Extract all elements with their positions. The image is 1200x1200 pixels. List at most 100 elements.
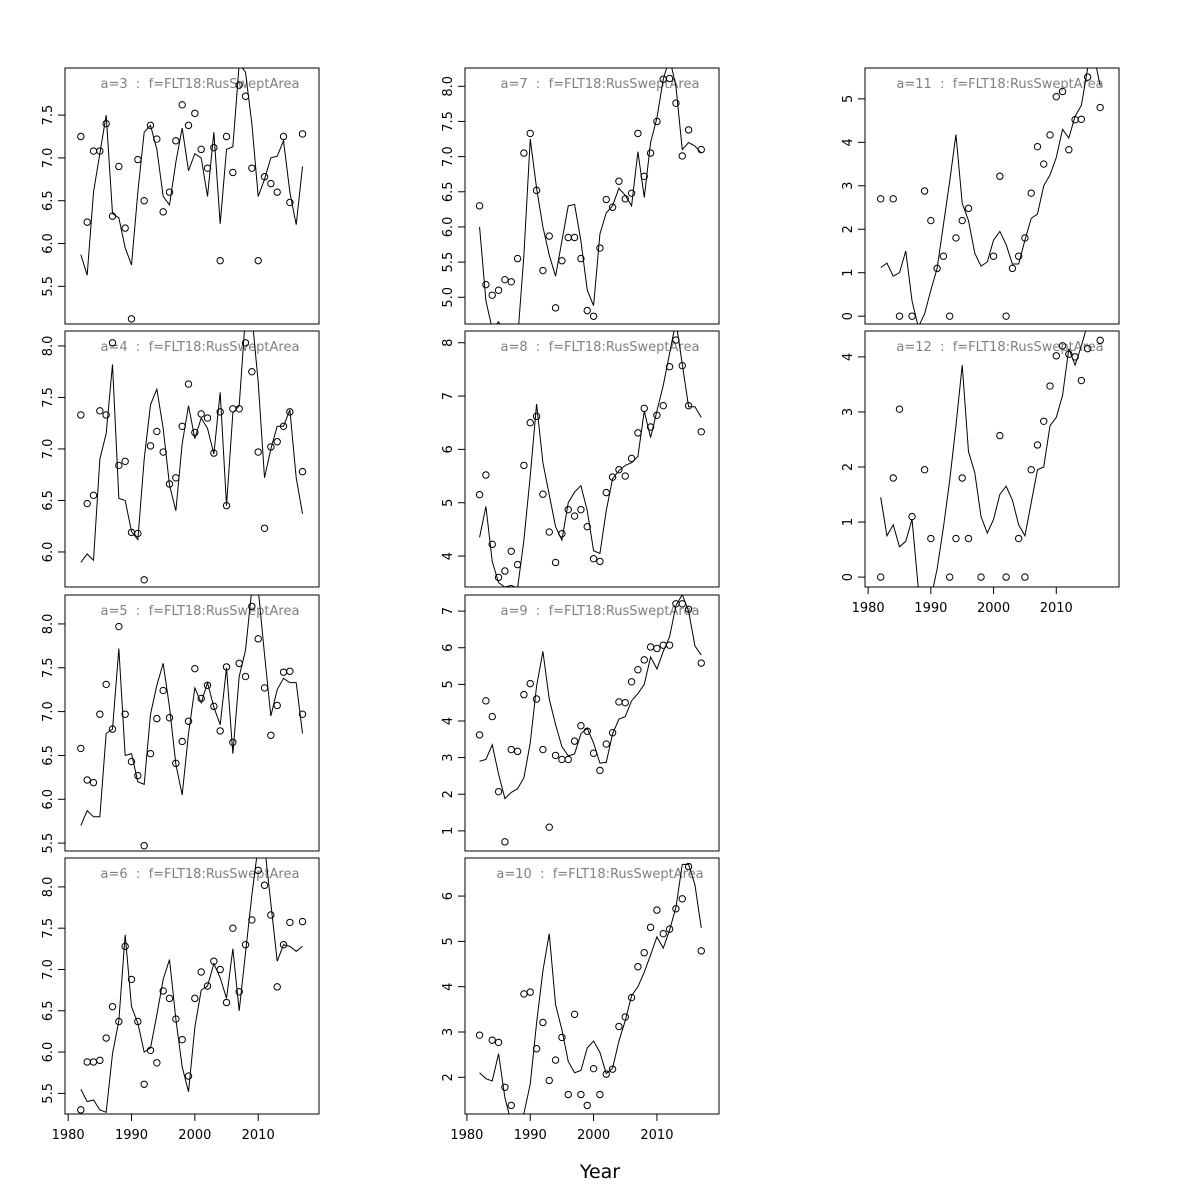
point — [501, 567, 509, 575]
point — [665, 74, 674, 83]
point — [615, 177, 623, 185]
y-tick-label: 6.5 — [441, 181, 456, 202]
point — [920, 466, 929, 474]
point — [216, 256, 224, 265]
point — [146, 121, 155, 130]
point — [286, 198, 294, 207]
point — [545, 528, 553, 536]
line — [80, 595, 304, 826]
y-tick-label: 5.5 — [41, 1083, 56, 1104]
point — [558, 755, 566, 764]
y-tick-label: 5 — [841, 95, 856, 103]
point — [876, 195, 885, 203]
point — [146, 749, 155, 758]
x-tick-label: 1980 — [450, 1128, 483, 1143]
x-tick-label: 2000 — [577, 1128, 610, 1143]
point — [697, 428, 705, 436]
point — [564, 233, 572, 242]
point — [1027, 189, 1035, 197]
point — [77, 1106, 85, 1114]
point — [640, 404, 648, 413]
x-tick-label: 2000 — [178, 1128, 211, 1143]
point — [488, 712, 496, 721]
point — [286, 918, 294, 927]
plot-area — [876, 331, 1104, 587]
point — [494, 573, 503, 582]
point — [646, 423, 655, 431]
point — [908, 512, 916, 521]
point — [621, 472, 629, 480]
point — [254, 635, 262, 643]
point — [254, 256, 262, 265]
point — [602, 1070, 610, 1078]
point — [482, 697, 490, 705]
point — [115, 162, 123, 171]
point — [1083, 73, 1092, 81]
point — [475, 731, 484, 739]
point — [684, 126, 693, 134]
point — [526, 679, 534, 688]
point — [697, 145, 705, 154]
x-tick-label: 1990 — [514, 1128, 547, 1143]
y-tick-label: 5.5 — [41, 833, 56, 854]
x-tick-label: 1990 — [914, 601, 947, 616]
y-tick-label: 2 — [441, 790, 456, 798]
point — [977, 573, 985, 581]
point — [583, 1101, 591, 1110]
point — [684, 862, 693, 871]
point — [697, 659, 705, 667]
point — [1008, 264, 1017, 273]
x-tick-label: 1980 — [852, 601, 885, 616]
line — [880, 331, 1087, 587]
panel: a=4 : f=FLT18:RusSweptArea 6.0 6.5 7.0 7.5 8.… — [41, 330, 320, 588]
point — [494, 787, 503, 796]
point — [596, 1090, 604, 1099]
point — [1096, 336, 1104, 345]
point — [140, 576, 148, 584]
point — [602, 740, 610, 748]
point — [494, 1038, 503, 1047]
point — [501, 1083, 509, 1091]
point — [526, 419, 534, 427]
point — [507, 745, 515, 754]
point — [945, 312, 954, 320]
line — [479, 68, 702, 324]
point — [520, 990, 528, 998]
point — [577, 254, 585, 263]
point — [298, 917, 307, 926]
y-tick-label: 7.5 — [41, 657, 56, 678]
line — [479, 863, 702, 1114]
point — [596, 766, 604, 775]
line — [479, 595, 702, 800]
panel: a=3 : f=FLT18:RusSweptArea 5.5 6.0 6.5 7.0 7.… — [41, 67, 320, 325]
line — [479, 331, 702, 587]
panel: a=12 : f=FLT18:RusSweptArea 0 1 2 3 4 1980 1990… — [841, 330, 1120, 616]
point — [672, 99, 680, 107]
point — [89, 1058, 98, 1066]
point — [475, 491, 484, 499]
point — [83, 499, 91, 508]
panel-frame — [464, 330, 720, 588]
point — [229, 924, 237, 932]
panel-title: a=4 : f=FLT18:RusSweptArea — [101, 340, 300, 355]
point — [121, 224, 129, 232]
point — [939, 252, 948, 260]
point — [876, 573, 885, 581]
y-tick-label: 5 — [441, 680, 456, 688]
point — [1052, 92, 1060, 101]
point — [89, 491, 98, 500]
point — [222, 998, 231, 1007]
point — [267, 179, 275, 188]
point — [83, 218, 91, 226]
point — [1065, 146, 1073, 154]
panel-frame — [864, 330, 1120, 588]
point — [127, 757, 136, 766]
point — [646, 923, 655, 932]
point — [520, 461, 528, 470]
point — [191, 994, 199, 1003]
y-tick-label: 6.5 — [41, 1000, 56, 1021]
point — [640, 948, 648, 957]
point — [501, 838, 509, 846]
point — [583, 523, 591, 531]
point — [589, 1064, 598, 1073]
